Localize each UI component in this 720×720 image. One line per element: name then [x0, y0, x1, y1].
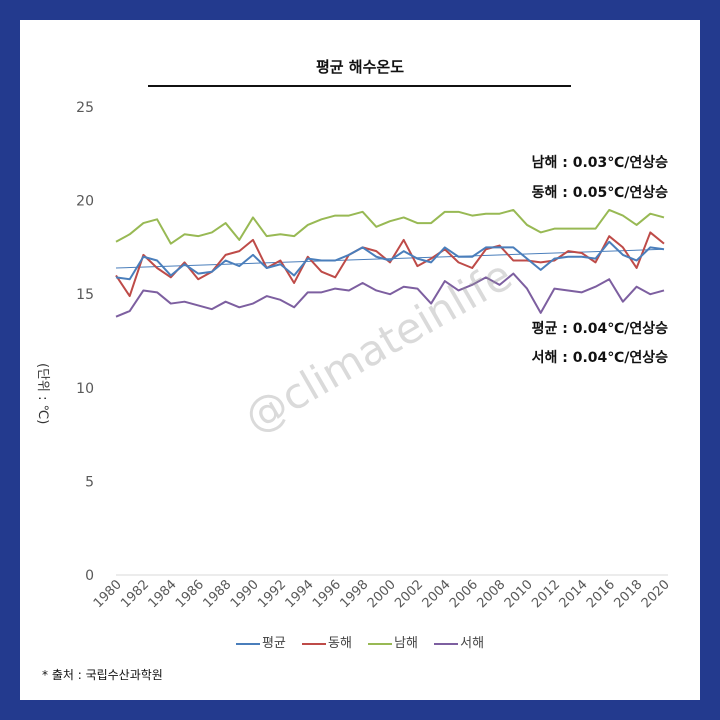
title-underline	[148, 85, 571, 87]
x-tick-label: 2002	[392, 577, 426, 611]
x-tick-label: 1988	[200, 577, 234, 611]
legend-item-east: 동해	[302, 632, 352, 651]
legend-label-west: 서해	[460, 636, 485, 651]
x-tick-label: 1992	[255, 577, 289, 611]
legend-item-average: 평균	[235, 632, 286, 651]
legend-item-west: 서해	[434, 632, 484, 651]
x-tick-label: 2018	[611, 577, 645, 611]
x-tick-label: 2000	[365, 577, 399, 611]
legend-swatch-south	[368, 642, 393, 645]
x-tick-label: 1996	[310, 577, 344, 611]
chart-canvas: 0510152025198019821984198619881990199219…	[76, 100, 673, 611]
y-tick-label: 20	[76, 194, 94, 210]
legend-swatch-average	[235, 642, 260, 645]
x-tick-label: 2010	[502, 577, 536, 611]
legend-swatch-east	[302, 642, 326, 645]
y-tick-label: 0	[85, 568, 94, 584]
x-tick-label: 2012	[529, 577, 563, 611]
legend-label-east: 동해	[328, 636, 352, 651]
x-tick-label: 1982	[118, 577, 152, 611]
x-tick-label: 2016	[584, 577, 618, 611]
y-tick-label: 15	[76, 287, 94, 303]
legend-item-south: 남해	[368, 632, 418, 651]
legend-swatch-west	[434, 642, 459, 645]
x-tick-label: 1984	[146, 577, 180, 611]
x-tick-label: 2004	[420, 577, 454, 611]
x-tick-label: 2020	[639, 577, 673, 611]
x-tick-label: 2006	[447, 577, 481, 611]
x-tick-label: 1986	[173, 577, 207, 611]
legend-label-average: 평균	[261, 636, 286, 651]
rate-label-average: 평균 : 0.04℃/연상승	[531, 321, 668, 337]
y-axis-label: (단위 : ℃)	[35, 363, 50, 425]
y-tick-label: 25	[76, 100, 94, 116]
legend: 평균 동해 남해 서해	[20, 632, 700, 651]
chart-card: 0 5 10 15 20 25 1980 1982 1984 1986 1988 1990 1992 19…	[20, 20, 700, 700]
x-tick-label: 2008	[474, 577, 508, 611]
series-line-4	[115, 272, 665, 318]
x-tick-label: 1980	[91, 577, 125, 611]
chart-title: 평균 해수온도	[315, 58, 405, 76]
series-line-3	[115, 208, 665, 245]
x-tick-label: 1998	[337, 577, 371, 611]
rate-label-east: 동해 : 0.05℃/연상승	[531, 185, 668, 201]
x-tick-label: 2014	[557, 577, 591, 611]
y-tick-label: 10	[76, 381, 94, 397]
x-tick-label: 1990	[228, 577, 262, 611]
series-line-1	[115, 240, 665, 281]
x-tick-label: 1994	[283, 577, 317, 611]
y-tick-label: 5	[85, 474, 94, 490]
legend-label-south: 남해	[394, 636, 418, 651]
rate-label-west: 서해 : 0.04℃/연상승	[531, 350, 668, 366]
source-note: * 출처 : 국립수산과학원	[42, 668, 163, 682]
series-line-2	[115, 231, 665, 298]
rate-label-south: 남해 : 0.03℃/연상승	[531, 155, 668, 171]
